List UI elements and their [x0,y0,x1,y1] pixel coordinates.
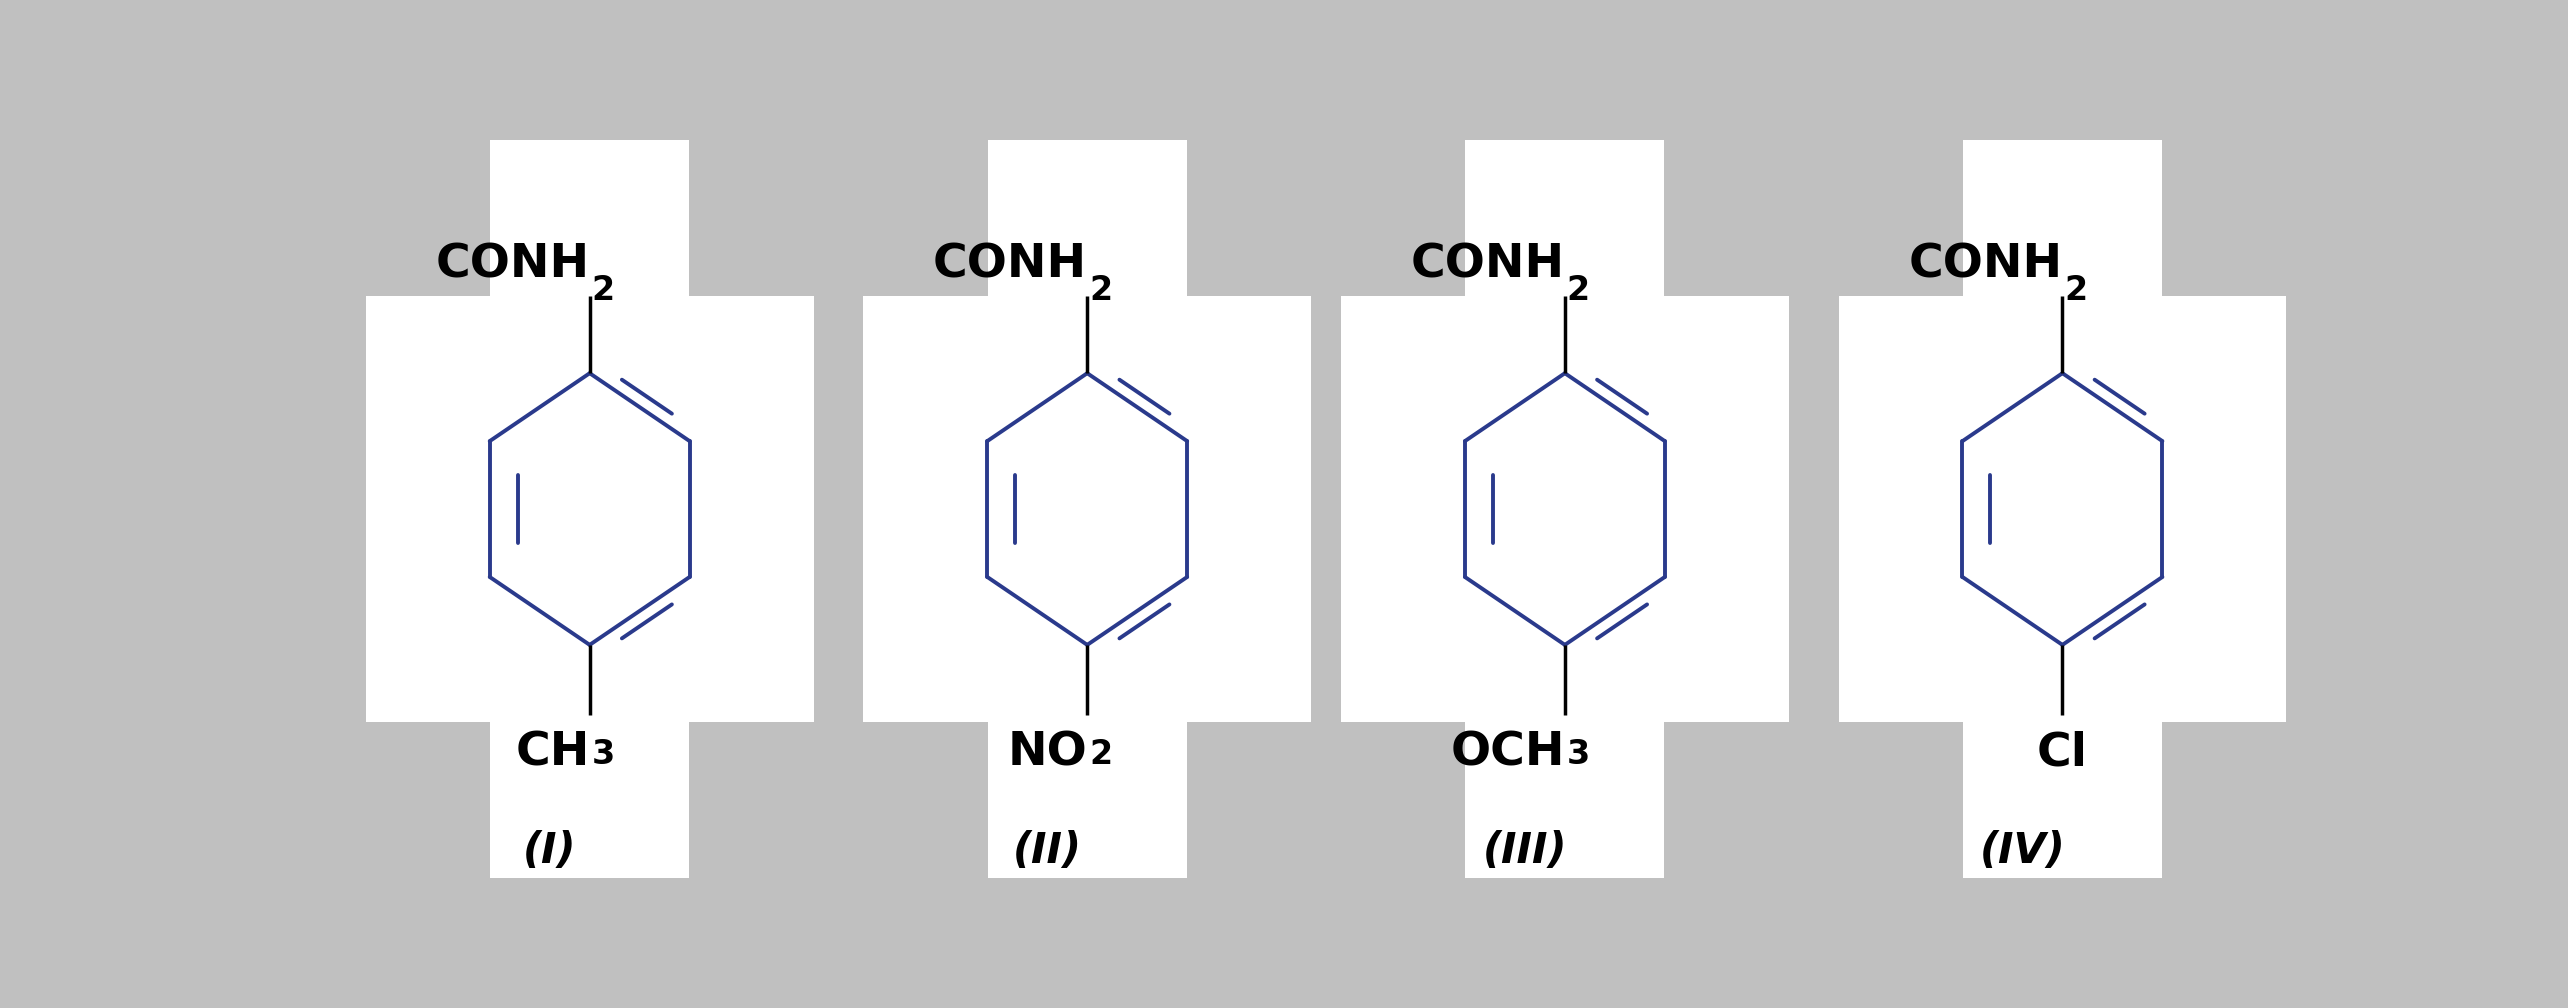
Text: CH: CH [516,730,591,775]
Text: (I): (I) [524,830,578,872]
Text: (IV): (IV) [1980,830,2065,872]
Bar [863,295,1312,723]
Text: 2: 2 [2065,274,2088,307]
Text: 2: 2 [1566,274,1590,307]
Text: NO: NO [1007,730,1086,775]
Text: OCH: OCH [1451,730,1564,775]
Text: Cl: Cl [2036,730,2088,775]
Text: (II): (II) [1012,830,1081,872]
Text: 3: 3 [1566,738,1590,771]
Bar [1839,295,2286,723]
Text: 2: 2 [1089,738,1112,771]
Bar [365,295,814,723]
Text: CONH: CONH [1410,243,1564,288]
Text: 2: 2 [591,274,614,307]
Text: CONH: CONH [932,243,1086,288]
Text: (III): (III) [1482,830,1566,872]
Text: 3: 3 [591,738,614,771]
Bar [490,140,688,878]
Bar [989,140,1186,878]
Text: CONH: CONH [1908,243,2062,288]
Bar [1466,140,1664,878]
Text: CONH: CONH [437,243,591,288]
Bar [1962,140,2162,878]
Bar [1340,295,1790,723]
Text: 2: 2 [1089,274,1112,307]
